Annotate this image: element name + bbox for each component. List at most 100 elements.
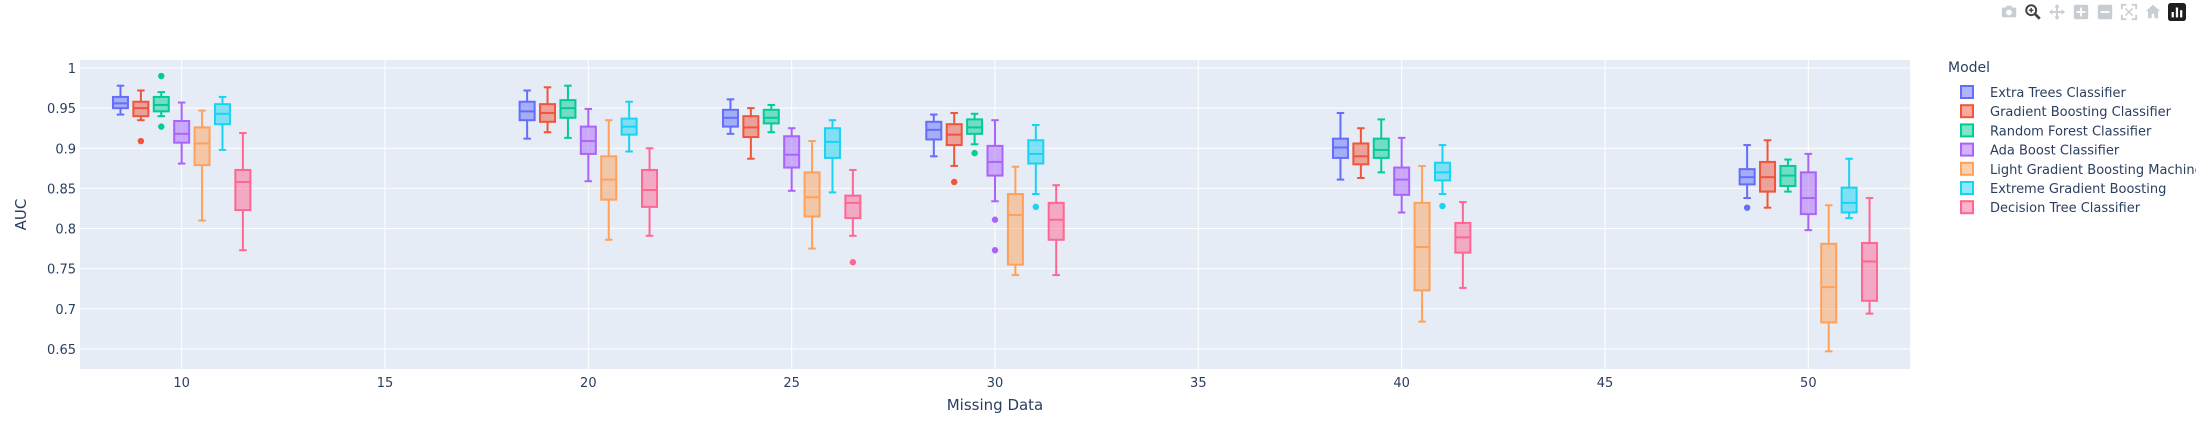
x-tick-label: 15 [377,376,394,391]
box [823,119,841,194]
series-gradient-boosting-classifier [132,86,1777,209]
box-body [823,127,841,159]
outlier-point [1439,202,1446,210]
box [213,95,231,151]
box [1799,152,1817,232]
box [152,72,170,130]
legend-swatch [1960,181,1974,195]
box [762,103,780,134]
box [600,119,618,241]
y-tick-label: 0.95 [47,102,76,117]
camera-button[interactable] [1998,2,2020,22]
legend-item[interactable]: Random Forest Classifier [1960,123,2152,139]
legend-label: Gradient Boosting Classifier [1990,105,2172,120]
pan-icon [2048,3,2066,21]
box [1372,118,1390,174]
x-tick-label: 40 [1393,376,1410,391]
legend-label: Decision Tree Classifier [1990,201,2141,216]
box [539,86,557,134]
box [1352,127,1370,179]
box [783,127,801,192]
y-tick-label: 0.85 [47,182,76,197]
box-body [1372,137,1390,159]
legend-title: Model [1948,60,1990,76]
x-tick-label: 45 [1597,376,1614,391]
autoscale-icon [2120,3,2138,21]
legend-item[interactable]: Extra Trees Classifier [1960,85,2126,101]
box [966,112,984,157]
box [1840,157,1858,220]
series-decision-tree-classifier [234,132,1879,315]
box [925,113,943,158]
outlier-point [1032,203,1040,211]
box [742,107,760,160]
zoom-in-button[interactable] [2070,2,2092,22]
box [986,119,1004,254]
box [111,84,129,116]
legend-swatch [1960,142,1974,157]
box [173,101,191,165]
box-body [1840,186,1858,214]
box [1047,184,1065,277]
box-body [600,155,618,201]
outlier-point [971,149,978,157]
box [193,109,211,222]
box-body [1799,171,1817,216]
legend-item[interactable]: Gradient Boosting Classifier [1960,104,2172,120]
zoom-out-button[interactable] [2094,2,2116,22]
box [1006,165,1024,277]
box [1861,197,1879,315]
box [1433,144,1451,210]
y-tick-label: 0.75 [47,263,76,278]
legend-swatch [1960,85,1974,99]
zoom-out-icon [2097,4,2113,20]
pan-button[interactable] [2046,2,2068,22]
x-tick-label: 30 [987,376,1004,391]
home-button[interactable] [2142,2,2164,22]
box [844,168,862,266]
box [234,132,252,252]
box [579,107,597,183]
box-body [193,126,211,167]
outlier-point [951,178,958,186]
y-tick-label: 0.9 [55,142,76,157]
modebar [1998,2,2188,22]
legend-item[interactable]: Ada Boost Classifier [1960,142,2120,159]
box-body [234,168,252,212]
autoscale-button[interactable] [2118,2,2140,22]
outlier-point [849,259,857,266]
x-tick-label: 20 [580,376,597,391]
series-ada-boost-classifier [173,101,1817,254]
box [1331,111,1349,181]
box-body [1006,193,1024,266]
box [559,84,577,139]
box-body [1352,142,1370,166]
legend-item[interactable]: Decision Tree Classifier [1960,200,2141,216]
legend-swatch [1960,104,1974,119]
zoom-in-icon [2073,4,2089,20]
legend-item[interactable]: Light Gradient Boosting Machine [1960,161,2196,178]
box-body [803,171,821,218]
box [1820,204,1838,353]
box [1027,124,1045,211]
zoom-icon [2025,4,2041,20]
zoom-button[interactable] [2022,2,2044,22]
legend-item[interactable]: Extreme Gradient Boosting [1960,181,2166,197]
outlier-point [137,137,145,145]
y-tick-label: 1 [68,62,76,77]
home-icon [2145,4,2161,19]
box [1413,164,1431,323]
x-tick-label: 25 [783,376,800,391]
plotly-logo-button[interactable] [2166,2,2188,22]
series-random-forest-classifier [152,72,1797,193]
legend-label: Extra Trees Classifier [1990,86,2126,101]
box [641,147,659,237]
box [1393,136,1411,214]
box-body [1393,166,1411,196]
box [518,89,536,140]
y-tick-label: 0.7 [55,303,76,318]
x-tick-label: 50 [1800,376,1817,391]
legend-label: Random Forest Classifier [1990,124,2152,139]
box-body [1820,242,1838,324]
camera-icon [2001,5,2017,18]
